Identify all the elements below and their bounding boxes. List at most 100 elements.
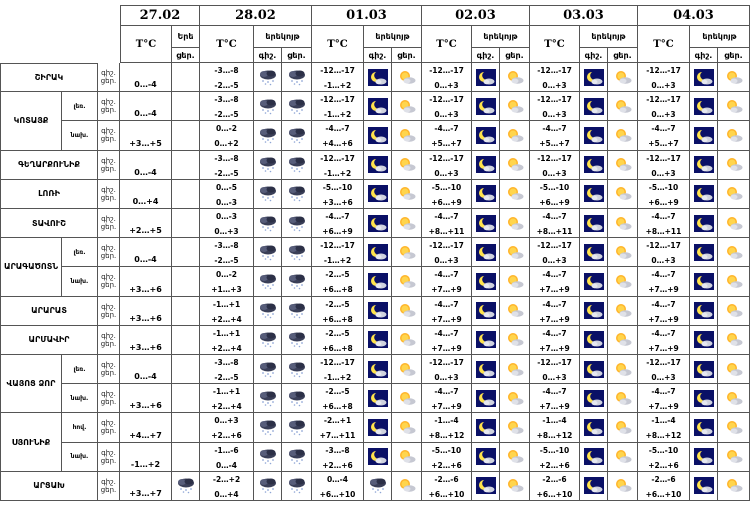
clear-night-moon-icon xyxy=(367,214,388,232)
region-name: ԱՐՑԱԽ xyxy=(0,471,98,501)
temp-cell: -4…-7 +8…+11 xyxy=(530,209,580,239)
temp-cell: +3…+6 xyxy=(120,325,172,355)
temp-cell: -3…-8 +2…+6 xyxy=(312,442,364,472)
temp-cell: -5…-10 +2…+6 xyxy=(422,442,472,472)
night-label: գիշ. xyxy=(101,477,116,486)
period-labels: գիշ. ցեր. xyxy=(98,150,120,180)
weather-icon-cell xyxy=(580,267,608,297)
temp-cell: -3…-8 -2…-5 xyxy=(200,150,254,180)
clear-night-moon-icon xyxy=(475,272,496,290)
weather-icon-cell xyxy=(690,267,718,297)
day-temp: -1…+2 xyxy=(323,168,352,178)
weather-icon-cell xyxy=(282,179,312,209)
day-temp: +7…+11 xyxy=(319,431,356,441)
day-temp: 0…+3 xyxy=(542,168,567,178)
date-header: 01.03 xyxy=(312,5,422,26)
sunny-cloud-icon xyxy=(612,126,633,144)
clear-night-moon-icon xyxy=(583,185,604,203)
sunny-cloud-icon xyxy=(723,272,744,290)
day-temp: -2…-5 xyxy=(214,168,239,178)
overcast-snow-icon xyxy=(286,272,307,290)
clear-night-moon-icon xyxy=(693,214,714,232)
weather-icon-cell xyxy=(472,413,500,443)
temp-cell: -4…-7 +7…+9 xyxy=(422,267,472,297)
weather-icon-cell xyxy=(718,150,750,180)
clear-night-moon-icon xyxy=(693,97,714,115)
day-temp: +2…+4 xyxy=(211,343,242,353)
sunny-cloud-icon xyxy=(396,331,417,349)
empty-icon-cell xyxy=(172,355,200,385)
night-temp: -4…-7 xyxy=(651,328,676,338)
night-label: գիշ. xyxy=(101,390,116,399)
temp-column-header: T°C xyxy=(638,26,690,63)
night-temp: -3…-8 xyxy=(214,358,239,367)
weather-icon-cell xyxy=(282,296,312,326)
night-temp: -4…-7 xyxy=(325,212,350,221)
temp-cell: -4…-7 +5…+7 xyxy=(422,121,472,151)
temp-cell: -2…-5 +6…+8 xyxy=(312,296,364,326)
night-temp: -1…+1 xyxy=(212,299,241,309)
weather-icon-cell xyxy=(254,442,282,472)
day-temp: -2…-5 xyxy=(214,110,239,120)
sunny-cloud-icon xyxy=(504,214,525,232)
night-temp: -2…-5 xyxy=(325,328,350,338)
region-name: ԱՐՄԱՎԻՐ xyxy=(0,325,98,355)
day-temp: 0…+3 xyxy=(542,110,567,120)
day-temp: +5…+7 xyxy=(648,139,679,149)
day-temp: +6…+8 xyxy=(322,343,353,353)
weather-icon-cell xyxy=(282,325,312,355)
overcast-snow-icon xyxy=(257,68,278,86)
clear-night-moon-icon xyxy=(583,156,604,174)
day-label: ցեր. xyxy=(100,310,117,319)
icon-column-header: ցեր. xyxy=(282,48,312,63)
night-temp: -12…-17 xyxy=(537,66,572,75)
temp-cell: -12…-17 0…+3 xyxy=(530,355,580,385)
weather-icon-cell xyxy=(364,325,392,355)
weather-icon-cell xyxy=(608,63,638,93)
temp-cell: -12…-17 0…+3 xyxy=(530,238,580,268)
day-temp: +7…+9 xyxy=(539,343,570,353)
night-temp: -3…-8 xyxy=(214,153,239,163)
weather-icon-cell xyxy=(608,121,638,151)
night-temp: -4…-7 xyxy=(542,299,567,309)
empty-icon-cell xyxy=(172,92,200,122)
sunny-cloud-icon xyxy=(396,389,417,407)
night-temp: -1…-4 xyxy=(434,416,459,426)
weather-icon-cell xyxy=(392,179,422,209)
night-temp: -3…-8 xyxy=(325,445,350,455)
weather-icon-cell xyxy=(580,384,608,414)
clear-night-moon-icon xyxy=(475,126,496,144)
weather-icon-cell xyxy=(690,471,718,501)
day-part-header: երեկոյթ xyxy=(580,26,638,48)
sunny-cloud-icon xyxy=(612,331,633,349)
weather-icon-cell xyxy=(254,384,282,414)
day-temp: -2…-5 xyxy=(214,373,239,382)
overcast-snow-icon xyxy=(286,418,307,436)
night-temp: -2…-6 xyxy=(542,474,567,484)
weather-icon-cell xyxy=(282,209,312,239)
period-labels: գիշ. ցեր. xyxy=(98,63,120,93)
day-temp: +8…+11 xyxy=(536,227,573,236)
night-temp: -3…-8 xyxy=(214,66,239,75)
weather-icon-cell xyxy=(500,355,530,385)
temp-cell: -4…-7 +8…+11 xyxy=(422,209,472,239)
clear-night-moon-icon xyxy=(693,389,714,407)
sunny-cloud-icon xyxy=(612,214,633,232)
weather-icon-cell xyxy=(718,238,750,268)
day-label: ցեր. xyxy=(100,193,117,202)
day-temp: -2…-5 xyxy=(214,81,239,90)
temp-cell: -12…-17 -1…+2 xyxy=(312,92,364,122)
overcast-snow-icon xyxy=(257,243,278,261)
sunny-cloud-icon xyxy=(612,477,633,495)
night-temp: 0…-2 xyxy=(215,124,238,134)
period-labels: գիշ. ցեր. xyxy=(98,238,120,268)
weather-icon-cell xyxy=(364,442,392,472)
day-temp: +6…+8 xyxy=(322,314,353,324)
overcast-snow-icon xyxy=(257,185,278,203)
weather-icon-cell xyxy=(364,471,392,501)
weather-icon-cell xyxy=(718,325,750,355)
weather-icon-cell xyxy=(392,63,422,93)
night-temp: -12…-17 xyxy=(320,358,355,367)
weather-icon-cell xyxy=(580,121,608,151)
weather-icon-cell xyxy=(392,238,422,268)
